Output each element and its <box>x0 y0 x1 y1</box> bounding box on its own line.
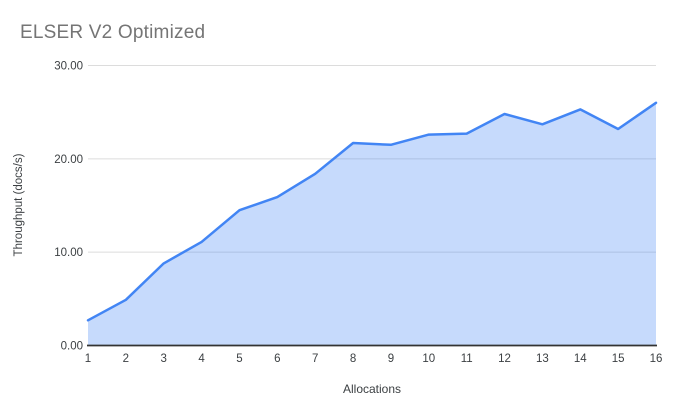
x-tick-label: 6 <box>274 353 280 365</box>
y-tick-label: 0.00 <box>61 341 83 353</box>
y-tick-label: 30.00 <box>54 61 83 73</box>
x-tick-label: 2 <box>123 353 129 365</box>
x-tick-label: 15 <box>612 353 625 365</box>
x-tick-label: 1 <box>85 353 91 365</box>
x-tick-label: 10 <box>422 353 435 365</box>
chart-title: ELSER V2 Optimized <box>20 22 206 43</box>
x-tick-label: 9 <box>388 353 394 365</box>
x-tick-label: 11 <box>461 353 473 365</box>
x-tick-label: 16 <box>650 353 663 365</box>
series-line <box>86 101 658 322</box>
y-tick-label: 10.00 <box>54 247 83 259</box>
x-tick-label: 4 <box>198 353 205 365</box>
y-tick-label: 20.00 <box>54 154 83 166</box>
x-tick-label: 14 <box>574 353 587 365</box>
x-tick-label: 7 <box>312 353 318 365</box>
y-axis-title: Throughput (docs/s) <box>13 153 25 256</box>
x-tick-label: 5 <box>236 353 242 365</box>
x-tick-label: 12 <box>498 353 511 365</box>
x-axis-title: Allocations <box>343 382 401 396</box>
area-fill <box>88 102 656 346</box>
x-tick-label: 13 <box>536 353 549 365</box>
x-tick-label: 3 <box>161 353 167 365</box>
x-tick-label: 8 <box>350 353 356 365</box>
